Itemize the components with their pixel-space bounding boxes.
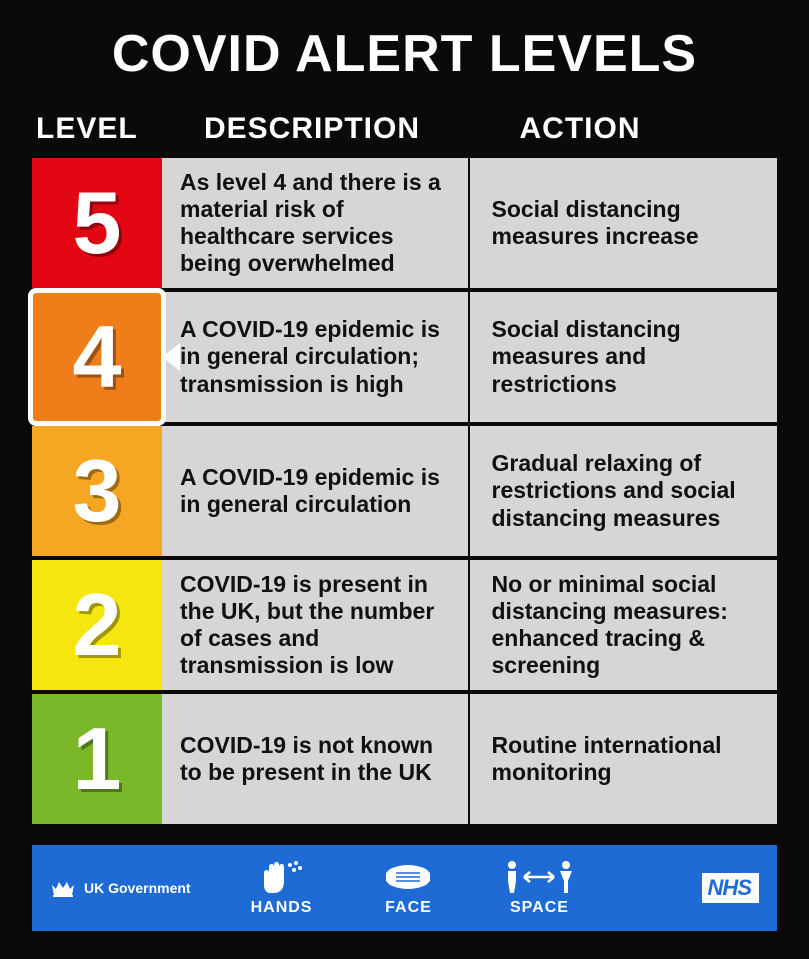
footer-bar: UK Government HANDS FACE SPACE N xyxy=(32,845,777,931)
level-number: 4 xyxy=(73,313,122,401)
hands-label: HANDS xyxy=(251,899,313,917)
table-row: 5 As level 4 and there is a material risk… xyxy=(32,158,777,288)
level-number: 3 xyxy=(73,447,122,535)
header-description: DESCRIPTION xyxy=(162,112,470,146)
description-cell: A COVID-19 epidemic is in general circul… xyxy=(162,292,470,422)
level-cell: 5 xyxy=(32,158,162,288)
guidance-icons: HANDS FACE SPACE xyxy=(251,859,702,917)
description-cell: COVID-19 is not known to be present in t… xyxy=(162,694,470,824)
crown-icon xyxy=(50,877,76,899)
levels-table: 5 As level 4 and there is a material risk… xyxy=(32,158,777,824)
infographic-container: COVID ALERT LEVELS LEVEL DESCRIPTION ACT… xyxy=(0,0,809,824)
nhs-logo: NHS xyxy=(702,873,759,903)
action-cell: Social distancing measures and restricti… xyxy=(470,292,778,422)
level-cell: 2 xyxy=(32,560,162,690)
uk-government-badge: UK Government xyxy=(50,877,191,899)
description-cell: COVID-19 is present in the UK, but the n… xyxy=(162,560,470,690)
space-block: SPACE xyxy=(504,859,574,917)
table-row: 3 A COVID-19 epidemic is in general circu… xyxy=(32,426,777,556)
level-number: 5 xyxy=(73,179,122,267)
header-level: LEVEL xyxy=(32,112,162,146)
table-row: 2 COVID-19 is present in the UK, but the … xyxy=(32,560,777,690)
level-cell: 4 xyxy=(32,292,162,422)
header-action: ACTION xyxy=(470,112,778,146)
table-row: 1 COVID-19 is not known to be present in … xyxy=(32,694,777,824)
gov-label: UK Government xyxy=(84,880,191,896)
level-cell: 3 xyxy=(32,426,162,556)
face-label: FACE xyxy=(385,899,432,917)
level-cell: 1 xyxy=(32,694,162,824)
action-cell: Routine international monitoring xyxy=(470,694,778,824)
space-icon xyxy=(504,859,574,895)
highlight-arrow-icon xyxy=(162,343,180,371)
level-number: 1 xyxy=(73,715,122,803)
action-cell: No or minimal social distancing measures… xyxy=(470,560,778,690)
action-cell: Social distancing measures increase xyxy=(470,158,778,288)
action-cell: Gradual relaxing of restrictions and soc… xyxy=(470,426,778,556)
face-icon xyxy=(382,859,434,895)
hands-block: HANDS xyxy=(251,859,313,917)
description-cell: A COVID-19 epidemic is in general circul… xyxy=(162,426,470,556)
face-block: FACE xyxy=(382,859,434,917)
table-row: 4 A COVID-19 epidemic is in general circu… xyxy=(32,292,777,422)
hands-icon xyxy=(260,859,304,895)
level-number: 2 xyxy=(73,581,122,669)
description-cell: As level 4 and there is a material risk … xyxy=(162,158,470,288)
page-title: COVID ALERT LEVELS xyxy=(32,24,777,84)
column-headers: LEVEL DESCRIPTION ACTION xyxy=(32,112,777,146)
space-label: SPACE xyxy=(510,899,569,917)
